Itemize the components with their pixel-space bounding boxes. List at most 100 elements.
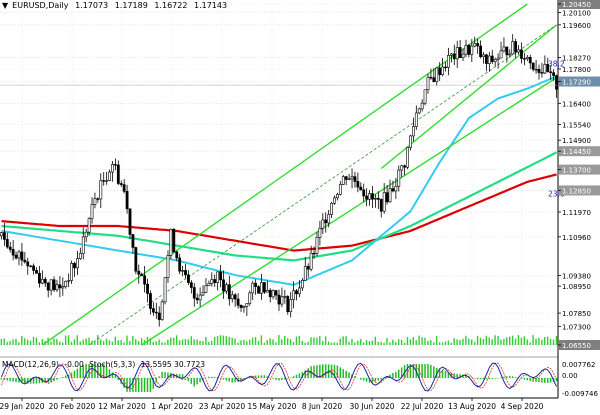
volume-bar <box>65 335 66 345</box>
candle-body <box>412 126 414 135</box>
macd-histogram-bar <box>529 378 531 381</box>
volume-bar <box>287 338 288 345</box>
macd-histogram-bar <box>223 378 225 380</box>
candle-body <box>73 263 75 268</box>
price-tick-label: 1.12850 <box>562 187 591 195</box>
candle-body <box>377 198 379 199</box>
volume-bar <box>509 337 510 345</box>
volume-bar <box>313 337 314 345</box>
volume-bar <box>360 339 361 345</box>
candle-body <box>380 199 382 211</box>
macd-histogram-bar <box>161 372 163 378</box>
candle-body <box>82 237 84 254</box>
candle-body <box>459 47 461 57</box>
candle-body <box>44 279 46 283</box>
volume-bar <box>535 339 536 345</box>
candle-body <box>313 253 315 254</box>
candle-body <box>152 309 154 313</box>
macd-histogram-bar <box>509 376 511 378</box>
candle-body <box>319 228 321 237</box>
candle-body <box>427 77 429 90</box>
volume-bar <box>158 339 159 345</box>
candle-body <box>263 282 265 292</box>
candle-body <box>474 43 476 46</box>
volume-bar <box>68 335 69 345</box>
candle-body <box>368 194 370 200</box>
candle-body <box>27 262 29 266</box>
macd-histogram-bar <box>281 378 283 380</box>
macd-histogram-bar <box>150 378 152 392</box>
macd-histogram-bar <box>398 370 400 378</box>
dropdown-arrow-icon[interactable]: ▼ <box>2 1 8 10</box>
volume-bar <box>100 339 101 345</box>
volume-bar <box>480 338 481 345</box>
volume-bar <box>550 339 551 345</box>
macd-histogram-bar <box>340 367 342 378</box>
volume-bar <box>267 340 268 345</box>
candle-body <box>126 191 128 208</box>
candle-body <box>442 67 444 75</box>
volume-bar <box>56 339 57 345</box>
candle-body <box>12 249 14 255</box>
volume-bar <box>462 339 463 345</box>
candle-body <box>129 209 131 235</box>
volume-bar <box>15 339 16 345</box>
candle-body <box>351 177 353 179</box>
volume-bar <box>39 342 40 345</box>
volume-bar <box>106 339 107 345</box>
macd-histogram-bar <box>115 375 117 378</box>
macd-histogram-bar <box>275 378 277 380</box>
candle-body <box>532 63 534 69</box>
macd-histogram-bar <box>164 372 166 378</box>
volume-bar <box>33 337 34 345</box>
macd-histogram-bar <box>421 364 423 378</box>
candle-body <box>415 113 417 127</box>
candle-body <box>144 276 146 284</box>
candle-body <box>439 68 441 75</box>
volume-bar <box>237 343 238 345</box>
candle-body <box>246 303 248 306</box>
macd-histogram-bar <box>147 378 149 392</box>
macd-histogram-bar <box>191 378 193 384</box>
candle-body <box>18 252 20 258</box>
candle-body <box>520 50 522 59</box>
macd-histogram-bar <box>74 371 76 378</box>
volume-bar <box>71 342 72 345</box>
candle-body <box>287 296 289 311</box>
macd-histogram-bar <box>477 378 479 379</box>
price-tick-label: 1.07850 <box>562 310 591 318</box>
volume-bar <box>410 339 411 345</box>
volume-bar <box>459 340 460 345</box>
macd-histogram-bar <box>9 378 11 381</box>
candle-body <box>278 295 280 304</box>
macd-histogram-bar <box>293 376 295 378</box>
volume-bar <box>223 336 224 345</box>
volume-bar <box>234 339 235 345</box>
volume-bar <box>418 336 419 345</box>
candle-body <box>114 164 116 165</box>
candle-body <box>15 255 17 258</box>
macd-histogram-bar <box>196 378 198 384</box>
candle-body <box>32 266 34 271</box>
volume-bar <box>442 342 443 345</box>
candle-body <box>506 47 508 55</box>
volume-bar <box>188 339 189 345</box>
macd-scale-label: 0.007762 <box>562 361 595 369</box>
candle-body <box>497 58 499 59</box>
macd-histogram-bar <box>299 373 301 378</box>
candle-body <box>304 266 306 280</box>
volume-bar <box>91 341 92 345</box>
candle-body <box>103 181 105 182</box>
volume-bar <box>451 343 452 345</box>
candle-body <box>184 270 186 274</box>
macd-histogram-bar <box>538 378 540 382</box>
candle-body <box>389 189 391 202</box>
macd-histogram-bar <box>15 378 17 382</box>
candle-body <box>477 43 479 46</box>
time-tick-label: 13 Aug 2020 <box>448 402 496 411</box>
macd-histogram-bar <box>211 377 213 378</box>
candle-body <box>208 283 210 285</box>
volume-bar <box>97 335 98 345</box>
